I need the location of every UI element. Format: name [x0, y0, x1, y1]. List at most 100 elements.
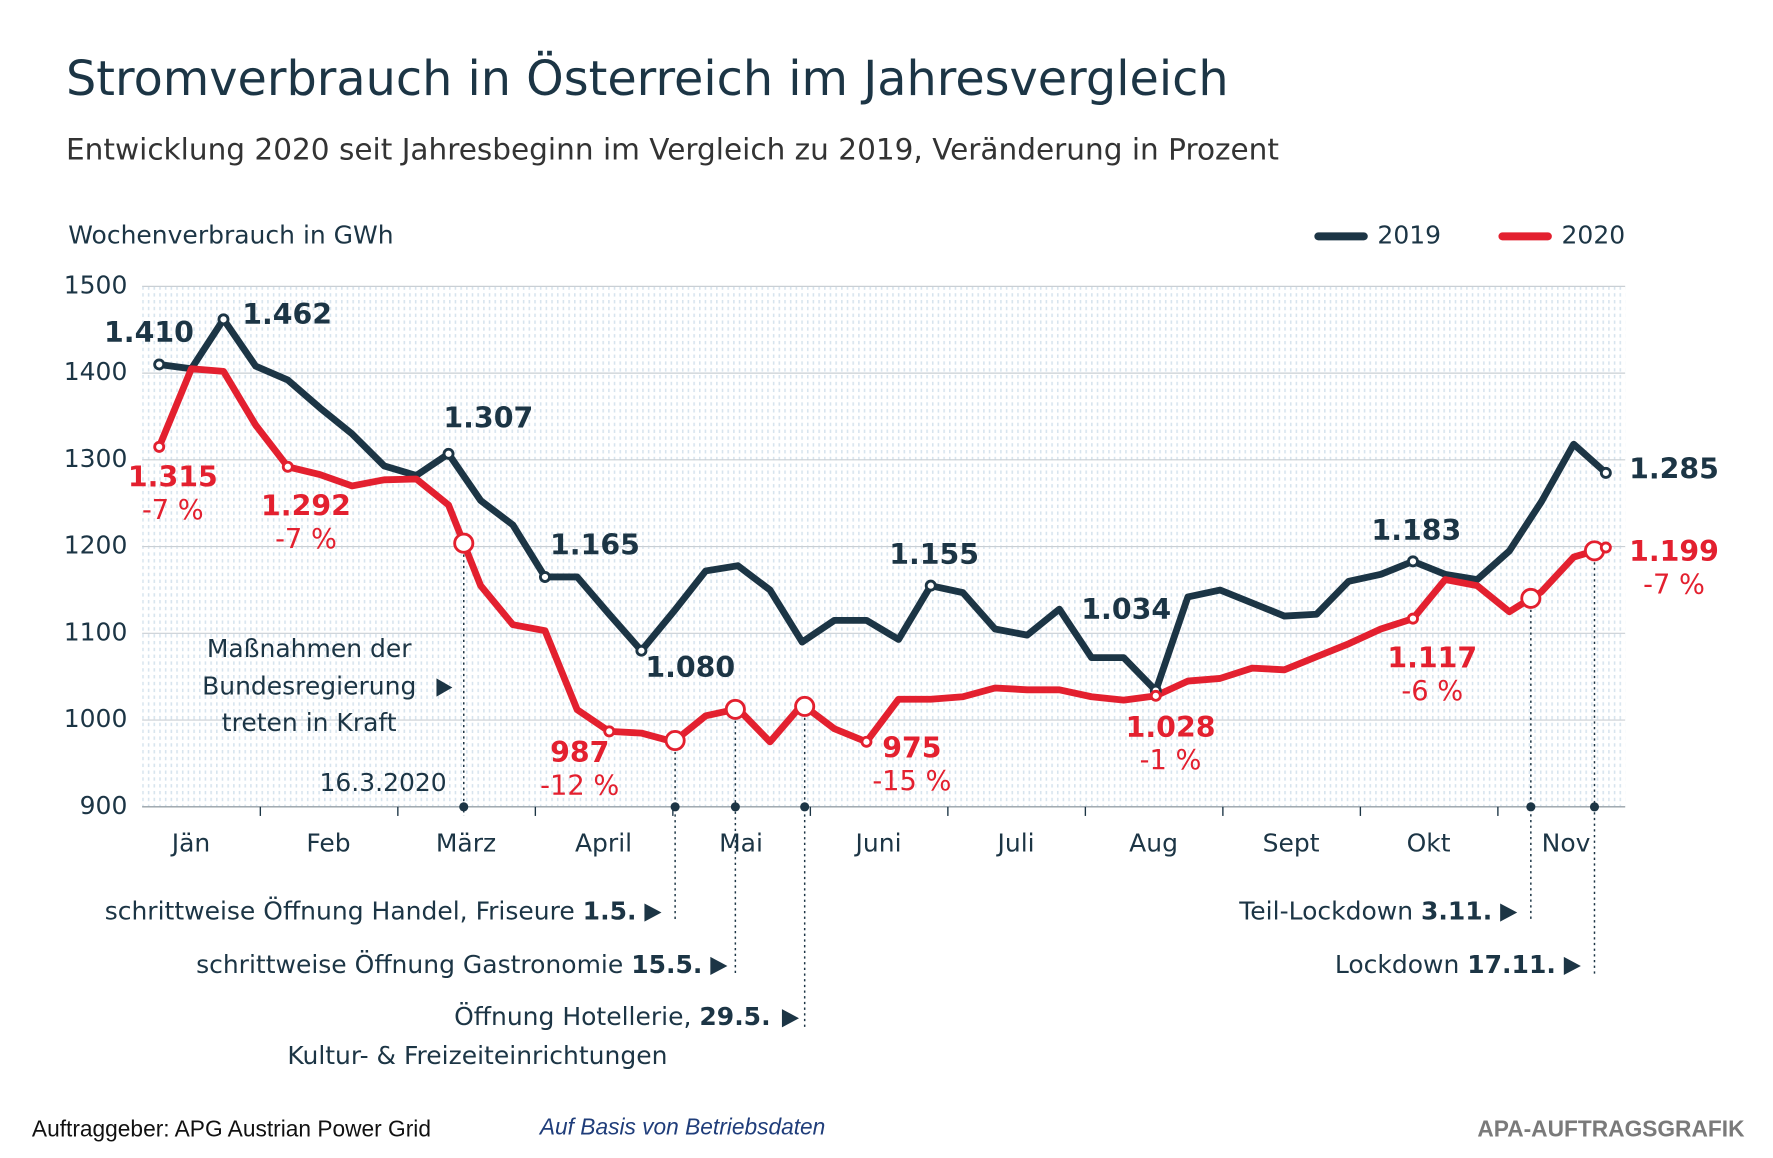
value-label: 1.307	[443, 402, 533, 435]
annotation-line: Bundesregierung	[202, 672, 416, 701]
value-label: 1.155	[889, 538, 979, 571]
arrow	[1563, 956, 1581, 976]
event-label: Teil-Lockdown 3.11.	[1238, 897, 1492, 926]
point	[1406, 612, 1419, 625]
x-tick-label: Feb	[306, 828, 350, 857]
event-marker	[794, 695, 816, 717]
change-label: -15 %	[872, 766, 951, 797]
arrow	[644, 903, 662, 922]
event-axis-dot	[1526, 802, 1536, 812]
annotation-line: treten in Kraft	[222, 708, 397, 737]
event-label: schrittweise Öffnung Handel, Friseure 1.…	[105, 897, 637, 926]
legend-label: 2020	[1562, 220, 1626, 249]
event-axis-dot	[730, 802, 740, 812]
value-label: 1.117	[1387, 642, 1477, 675]
event-text: Kultur- & Freizeiteinrichtungen	[287, 1041, 667, 1070]
chart-subtitle: Entwicklung 2020 seit Jahresbeginn im Ve…	[66, 133, 1279, 167]
value-label: 1.462	[242, 298, 332, 331]
event-date: 29.5.	[699, 1002, 770, 1031]
arrow	[1500, 903, 1518, 922]
value-label: 987	[550, 736, 609, 769]
value-label: 1.028	[1126, 711, 1216, 744]
point	[635, 644, 648, 657]
note: Auf Basis von Betriebsdaten	[538, 1113, 825, 1139]
y-tick-label: 1100	[64, 617, 128, 646]
value-label: 1.315	[128, 461, 218, 494]
y-tick-label: 1500	[64, 270, 128, 299]
y-tick-label: 1300	[64, 444, 128, 473]
event-text: Lockdown	[1335, 950, 1459, 979]
y-tick-label: 1000	[64, 704, 128, 733]
point	[539, 571, 551, 583]
value-label: 1.165	[550, 528, 640, 561]
change-label: -12 %	[540, 771, 619, 802]
event-label: Öffnung Hotellerie, 29.5.	[454, 1002, 770, 1031]
event-axis-dot	[800, 802, 810, 812]
y-tick-label: 1200	[64, 531, 128, 560]
y-tick-label: 900	[80, 791, 128, 820]
x-tick-label: Mai	[719, 828, 763, 857]
value-label: 1.183	[1371, 514, 1461, 547]
event-axis-dot	[1589, 802, 1600, 812]
legend-label: 2019	[1377, 220, 1441, 249]
event-text: schrittweise Öffnung Handel, Friseure	[105, 897, 575, 926]
point	[1149, 689, 1162, 702]
source: Auftraggeber: APG Austrian Power Grid	[32, 1116, 431, 1142]
point	[1599, 541, 1612, 554]
event-date: 15.5.	[631, 950, 702, 979]
x-tick-label: Jän	[170, 828, 211, 857]
point	[153, 440, 166, 453]
event-label: Lockdown 17.11.	[1335, 950, 1556, 979]
value-label: 1.080	[645, 651, 735, 684]
x-tick-label: Aug	[1129, 828, 1178, 857]
value-label: 1.410	[104, 316, 194, 349]
point	[1599, 466, 1612, 479]
event-date: 1.5.	[583, 897, 637, 926]
point	[1406, 555, 1419, 568]
event-axis-dot	[459, 802, 469, 812]
event-marker	[664, 730, 686, 752]
arrow	[781, 1009, 799, 1028]
point	[281, 460, 294, 473]
point	[153, 358, 166, 371]
x-tick-label: Sept	[1263, 828, 1320, 857]
x-tick-label: Nov	[1542, 828, 1591, 857]
arrow	[710, 956, 728, 976]
series-line	[155, 315, 1610, 695]
x-tick-label: April	[575, 828, 632, 857]
x-tick-label: März	[436, 828, 496, 857]
x-tick-label: Juni	[854, 828, 902, 857]
value-label: 1.292	[261, 490, 351, 523]
y-tick-label: 1400	[64, 357, 128, 386]
point	[442, 447, 455, 460]
y-axis-label: Wochenverbrauch in GWh	[68, 220, 393, 249]
change-label: -7 %	[1643, 570, 1705, 601]
x-tick-label: Juli	[995, 828, 1034, 857]
event-marker	[453, 532, 475, 554]
change-label: -1 %	[1140, 745, 1202, 776]
event-marker	[724, 698, 746, 720]
event-axis-dot	[670, 802, 680, 812]
chart-title: Stromverbrauch in Österreich im Jahresve…	[66, 51, 1229, 107]
change-label: -6 %	[1401, 676, 1463, 707]
series-line	[155, 365, 1610, 746]
change-label: -7 %	[275, 524, 337, 555]
value-label: 1.034	[1081, 593, 1171, 626]
annotation-date: 16.3.2020	[319, 768, 446, 797]
event-date: 17.11.	[1467, 950, 1556, 979]
point	[924, 579, 937, 592]
point	[860, 735, 873, 748]
event-date: 3.11.	[1421, 897, 1492, 926]
value-label: 975	[882, 732, 941, 765]
event-text: schrittweise Öffnung Gastronomie	[196, 950, 623, 979]
value-label: 1.285	[1629, 453, 1719, 486]
point	[217, 313, 230, 326]
x-tick-label: Okt	[1407, 828, 1451, 857]
value-label: 1.199	[1629, 535, 1719, 568]
event-text: Teil-Lockdown	[1238, 897, 1413, 926]
change-label: -7 %	[142, 495, 204, 526]
credit: APA-AUFTRAGSGRAFIK	[1477, 1116, 1745, 1142]
event-label: schrittweise Öffnung Gastronomie 15.5.	[196, 950, 702, 979]
point	[603, 725, 616, 738]
